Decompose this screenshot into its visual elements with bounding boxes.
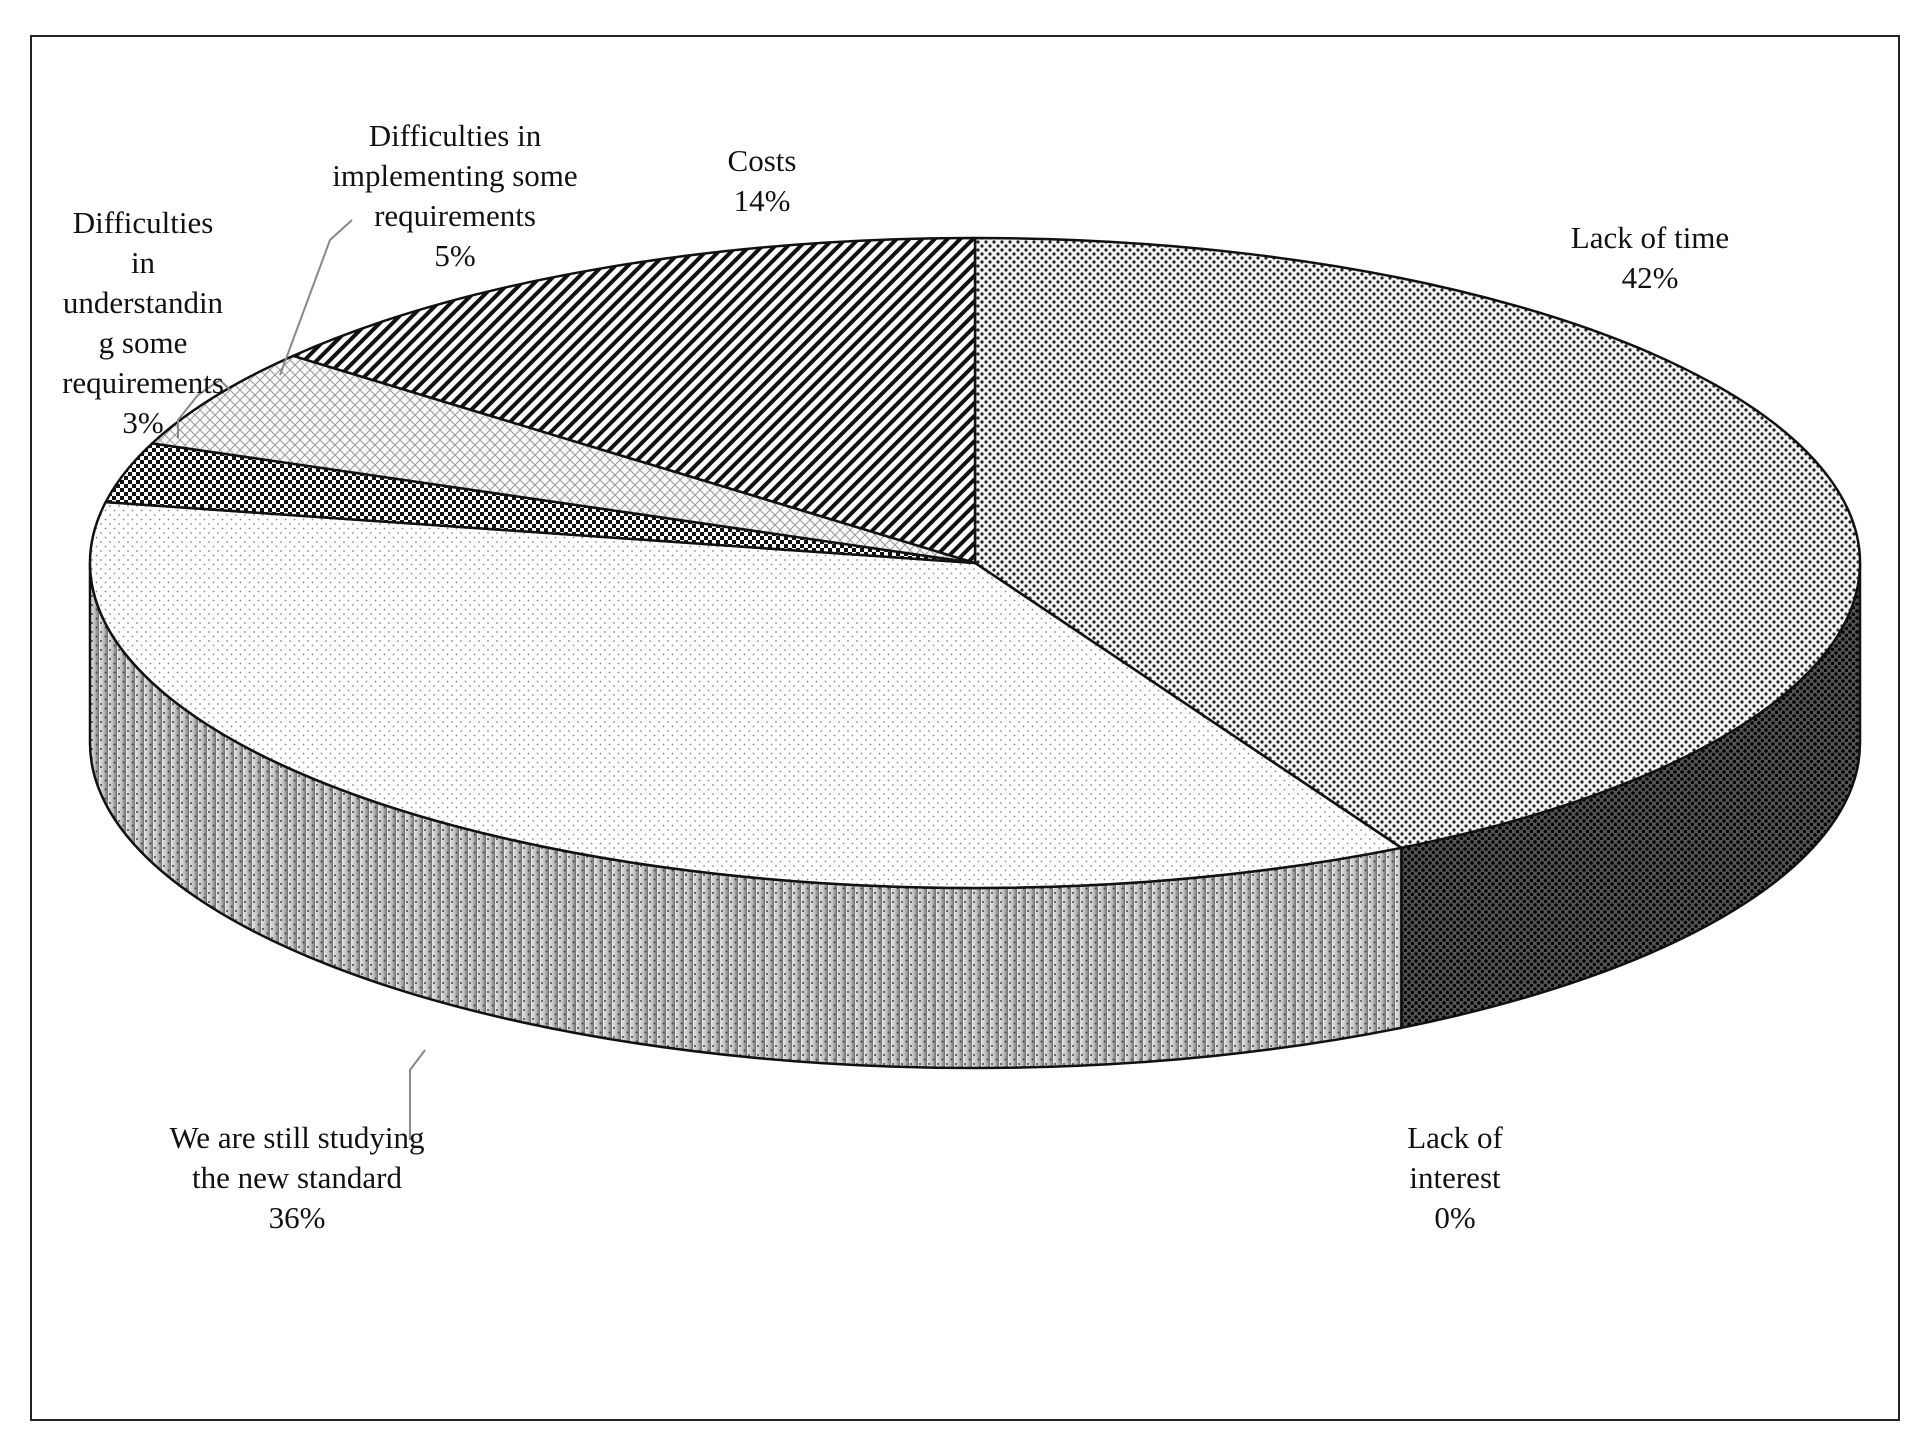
data-label-line: 3%	[122, 405, 163, 440]
data-label-line: 36%	[269, 1200, 326, 1235]
data-label-line: interest	[1409, 1160, 1501, 1195]
data-label-line: Difficulties in	[369, 118, 542, 153]
data-label-implementing: Difficulties in implementing some requirem…	[332, 118, 577, 273]
data-label-line: understandin	[63, 285, 224, 320]
data-label-line: in	[131, 245, 156, 280]
data-label-line: g some	[99, 325, 188, 360]
pie-slice-costs	[291, 236, 977, 565]
data-label-studying: We are still studying the new standard 36%	[170, 1120, 425, 1235]
pie-slice-we-are-still-studying-the-new-standard	[88, 500, 1403, 890]
data-label-line: implementing some	[332, 158, 577, 193]
data-label-line: We are still studying	[170, 1120, 425, 1155]
leader-line-understanding	[177, 378, 231, 438]
leader-line-studying	[409, 1049, 426, 1140]
data-label-line: the new standard	[192, 1160, 403, 1195]
data-label-line: 14%	[734, 183, 791, 218]
data-label-lack-of-time: Lack of time 42%	[1571, 220, 1729, 295]
data-label-line: Difficulties	[73, 205, 214, 240]
data-label-line: 42%	[1622, 260, 1679, 295]
pie-slice-lack-of-time	[973, 236, 1862, 850]
data-label-line: Lack of time	[1571, 220, 1729, 255]
data-label-lack-of-interest: Lack of interest 0%	[1407, 1120, 1503, 1235]
pie-slice-difficulties-in-implementing-some-requirements	[150, 354, 977, 565]
data-label-line: 0%	[1434, 1200, 1475, 1235]
data-label-costs: Costs 14%	[728, 143, 797, 218]
data-label-line: 5%	[434, 238, 475, 273]
data-label-line: Lack of	[1407, 1120, 1503, 1155]
data-label-understanding: Difficulties in understandin g some requirem…	[62, 205, 224, 440]
data-label-line: requirements	[374, 198, 536, 233]
data-label-line: requirements	[62, 365, 224, 400]
data-label-line: Costs	[728, 143, 797, 178]
leader-line-implementing	[279, 219, 353, 376]
